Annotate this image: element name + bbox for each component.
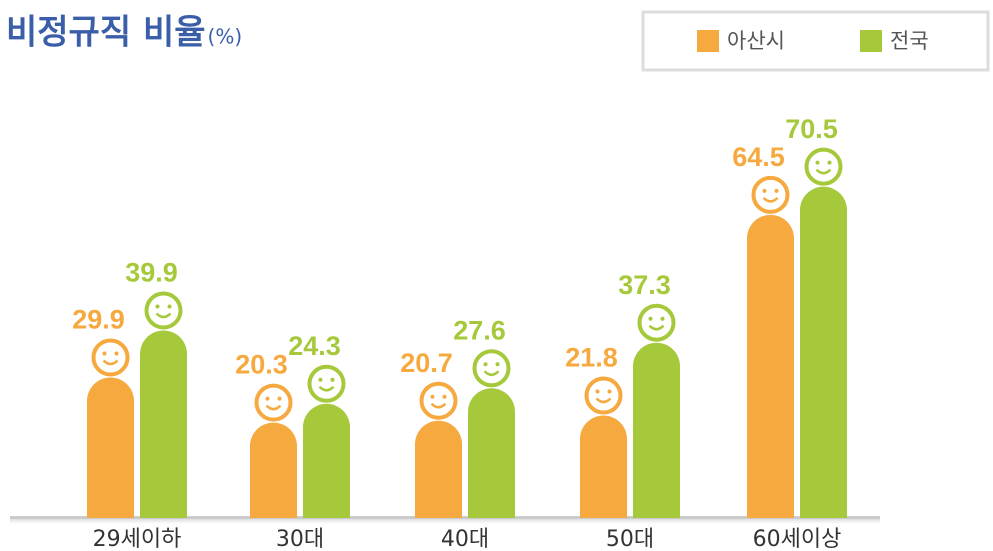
value-label: 37.3 xyxy=(618,270,671,300)
legend-swatch xyxy=(860,30,882,52)
smile xyxy=(483,370,500,377)
eye xyxy=(607,389,612,394)
bar xyxy=(800,186,847,519)
smile xyxy=(648,324,665,331)
eye xyxy=(155,304,160,309)
face xyxy=(419,381,458,420)
eye xyxy=(277,396,282,401)
eye xyxy=(660,316,665,321)
smile xyxy=(102,359,119,366)
x-tick-label: 40대 xyxy=(441,527,489,551)
chart-unit: (%) xyxy=(208,25,243,49)
eye xyxy=(495,362,500,367)
baseline-shadow xyxy=(10,516,880,524)
smile xyxy=(318,385,335,392)
bar xyxy=(303,403,350,518)
value-label: 29.9 xyxy=(72,305,125,335)
face xyxy=(472,349,511,388)
legend-label: 아산시 xyxy=(727,29,785,53)
eye xyxy=(648,316,653,321)
bar xyxy=(415,420,462,518)
legend-box xyxy=(641,10,990,72)
value-label: 39.9 xyxy=(125,258,178,288)
x-tick-label: 29세이하 xyxy=(93,527,182,551)
smile xyxy=(595,397,612,404)
value-label: 20.7 xyxy=(400,348,453,378)
value-label: 24.3 xyxy=(288,331,341,361)
value-label: 21.8 xyxy=(565,343,618,373)
eye xyxy=(318,377,323,382)
bar xyxy=(250,422,297,518)
smile xyxy=(155,312,172,319)
eye xyxy=(827,160,832,165)
smile xyxy=(762,196,779,203)
bar xyxy=(633,342,680,518)
eye xyxy=(102,351,107,356)
eye xyxy=(167,304,172,309)
face xyxy=(637,303,676,342)
bar xyxy=(747,214,794,519)
bar xyxy=(86,377,134,518)
face xyxy=(804,147,843,186)
smile xyxy=(265,404,282,411)
face xyxy=(307,364,346,403)
x-tick-label: 30대 xyxy=(276,527,324,551)
x-tick-label: 50대 xyxy=(606,527,654,551)
face xyxy=(144,291,183,330)
legend-swatch xyxy=(697,30,719,52)
eye xyxy=(430,394,435,399)
face xyxy=(584,376,623,415)
chart-title: 비정규직 비율 xyxy=(6,13,206,53)
face xyxy=(91,338,130,377)
bar xyxy=(140,330,187,518)
bar xyxy=(468,388,515,518)
face xyxy=(254,383,293,422)
eye xyxy=(330,377,335,382)
eye xyxy=(762,188,767,193)
value-label: 70.5 xyxy=(785,114,838,144)
eye xyxy=(483,362,488,367)
eye xyxy=(774,188,779,193)
smile xyxy=(815,168,832,175)
face xyxy=(751,175,790,214)
bar xyxy=(580,415,627,518)
legend-label: 전국 xyxy=(890,29,929,53)
x-tick-label: 60세이상 xyxy=(753,527,842,551)
eye xyxy=(442,394,447,399)
value-label: 27.6 xyxy=(453,315,506,345)
value-label: 20.3 xyxy=(235,350,288,380)
value-label: 64.5 xyxy=(732,142,785,172)
eye xyxy=(595,389,600,394)
eye xyxy=(114,351,119,356)
eye xyxy=(265,396,270,401)
smile xyxy=(430,402,447,409)
eye xyxy=(815,160,820,165)
